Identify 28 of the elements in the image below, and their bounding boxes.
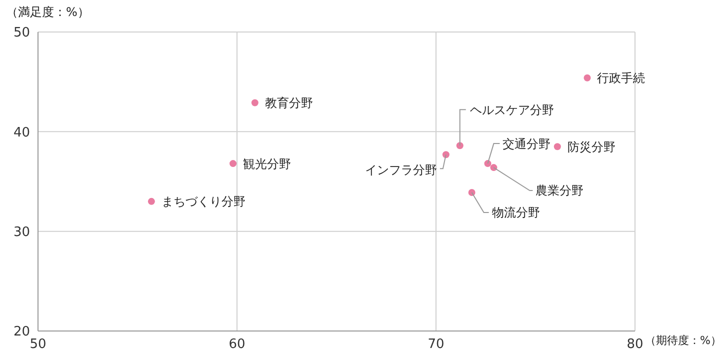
annotation: 物流分野 — [492, 206, 540, 220]
y-tick-label: 20 — [13, 324, 30, 340]
point — [251, 99, 258, 106]
point — [456, 142, 464, 150]
x-tick-label: 80 — [626, 337, 644, 352]
y-tick-label: 50 — [13, 26, 30, 41]
annotation: 農業分野 — [536, 184, 584, 198]
annotation: ヘルスケア分野 — [470, 102, 554, 117]
y-tick-label: 30 — [13, 224, 30, 240]
x-tick-label: 70 — [428, 337, 444, 352]
point — [442, 151, 450, 158]
y-axis-title: （満足度：%） — [6, 4, 90, 21]
annotation: 交通分野 — [502, 136, 551, 151]
x-axis-title: （期待度：%） — [645, 333, 722, 348]
point — [490, 164, 498, 172]
x-tick-label: 50 — [30, 337, 46, 352]
point — [584, 74, 591, 82]
x-tick-label: 60 — [228, 337, 246, 352]
point — [148, 198, 155, 205]
annotation: 観光分野 — [243, 156, 292, 171]
annotation: 防災分野 — [567, 140, 616, 154]
annotation: インフラ分野 — [364, 162, 437, 177]
annotation: 行政手続 — [597, 71, 646, 86]
annotation: まちづくり分野 — [161, 194, 246, 209]
annotation: 教育分野 — [264, 96, 313, 110]
point — [554, 143, 561, 150]
y-tick-label: 40 — [13, 125, 30, 140]
point — [230, 160, 237, 168]
